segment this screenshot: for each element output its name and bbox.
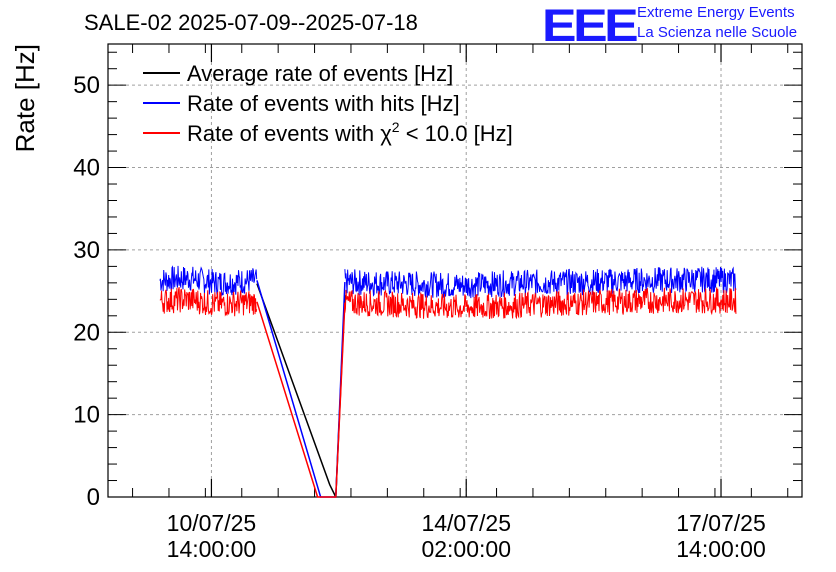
series-line <box>344 266 737 299</box>
y-tick-label: 50 <box>73 72 100 99</box>
series-line-drop <box>256 280 346 498</box>
logo-line-2: La Scienza nelle Scuole <box>637 24 798 41</box>
legend-entry: Rate of events with hits [Hz] <box>187 91 460 116</box>
legend-entry: Average rate of events [Hz] <box>187 61 453 86</box>
x-tick-label-date: 10/07/25 <box>167 510 257 536</box>
series-line <box>159 265 258 297</box>
y-tick-label: 30 <box>73 237 100 264</box>
logo-caption: Extreme Energy Events La Scienza nelle S… <box>637 3 797 43</box>
plot-frame <box>107 43 803 498</box>
y-axis-label: Rate [Hz] <box>10 44 40 152</box>
series-2 <box>159 287 737 498</box>
series-line <box>159 287 258 317</box>
y-tick-label: 10 <box>73 402 100 429</box>
eee-logo: EEE <box>542 0 639 51</box>
y-tick-label: 40 <box>73 155 100 182</box>
x-tick-label-time: 02:00:00 <box>421 536 511 562</box>
series-line <box>344 287 737 320</box>
x-tick-label-time: 14:00:00 <box>167 536 257 562</box>
legend-entry: Rate of events with χ2 < 10.0 [Hz] <box>187 119 513 146</box>
x-tick-label-time: 14:00:00 <box>676 536 766 562</box>
y-tick-label: 0 <box>87 484 100 511</box>
series-line <box>256 283 346 498</box>
logo-line-1: Extreme Energy Events <box>637 4 795 21</box>
x-tick-label-date: 14/07/25 <box>421 510 511 536</box>
series-line-drop <box>256 301 346 498</box>
y-tick-label: 20 <box>73 319 100 346</box>
chart-title: SALE-02 2025-07-09--2025-07-18 <box>84 10 418 35</box>
series-0 <box>256 283 346 498</box>
x-tick-label-date: 17/07/25 <box>676 510 766 536</box>
